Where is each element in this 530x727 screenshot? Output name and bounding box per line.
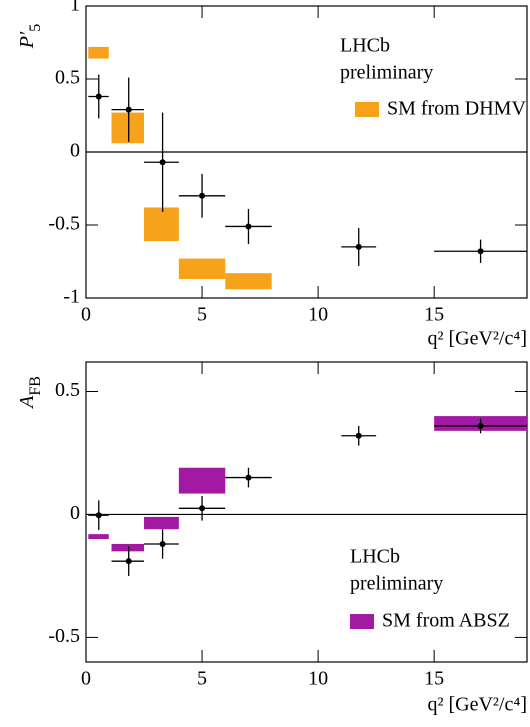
x-tick-label: 15 xyxy=(424,304,444,326)
annotation: preliminary xyxy=(340,62,433,84)
y-tick-label: 0.5 xyxy=(55,379,80,401)
data-point xyxy=(355,432,362,439)
data-point xyxy=(199,192,206,199)
y-tick-label: 0.5 xyxy=(55,67,80,89)
y-tick-label: 0 xyxy=(70,502,80,524)
x-tick-label: 5 xyxy=(197,668,207,690)
data-point xyxy=(477,248,484,255)
x-tick-label: 15 xyxy=(424,668,444,690)
data-point xyxy=(245,474,252,481)
sm-band xyxy=(225,273,272,290)
data-point xyxy=(199,505,206,512)
data-point xyxy=(245,223,252,230)
legend-label: SM from DHMV xyxy=(387,98,526,120)
sm-band xyxy=(88,534,109,540)
annotation: preliminary xyxy=(350,573,443,595)
sm-band xyxy=(88,46,109,59)
data-point xyxy=(125,558,132,565)
data-point xyxy=(159,159,166,166)
y-tick-label: 0 xyxy=(70,140,80,162)
y-axis-label: P′5 xyxy=(16,24,44,50)
sm-band xyxy=(144,516,179,530)
x-tick-label: 0 xyxy=(81,304,91,326)
y-label-sub: FB xyxy=(27,376,44,396)
sm-band xyxy=(144,207,179,242)
data-point xyxy=(477,422,484,429)
y-label-sub: 5 xyxy=(27,24,44,32)
y-tick-label: -0.5 xyxy=(48,213,80,235)
sm-band xyxy=(111,112,145,144)
annotation: LHCb xyxy=(350,546,400,568)
data-point xyxy=(125,106,132,113)
y-axis-label: AFB xyxy=(16,376,44,410)
y-label-main: P′ xyxy=(16,31,38,49)
data-point xyxy=(355,243,362,250)
x-axis-label: q² [GeV²/c⁴] xyxy=(428,328,527,350)
x-tick-label: 5 xyxy=(197,304,207,326)
y-tick-label: -0.5 xyxy=(48,625,80,647)
legend-swatch xyxy=(350,614,374,629)
y-tick-label: -1 xyxy=(63,286,80,308)
y-tick-label: 1 xyxy=(70,0,80,16)
y-label-main: A xyxy=(16,395,38,410)
sm-band xyxy=(178,258,226,280)
data-point xyxy=(95,93,102,100)
legend-swatch xyxy=(355,102,379,117)
sm-band xyxy=(111,543,145,552)
data-point xyxy=(95,512,102,519)
x-tick-label: 10 xyxy=(308,304,328,326)
legend-label: SM from ABSZ xyxy=(382,610,510,632)
plot-frame xyxy=(85,361,528,663)
data-point xyxy=(159,540,166,547)
annotation: LHCb xyxy=(340,35,390,57)
x-tick-label: 0 xyxy=(81,668,91,690)
x-tick-label: 10 xyxy=(308,668,328,690)
sm-band xyxy=(178,467,226,494)
x-axis-label: q² [GeV²/c⁴] xyxy=(428,694,527,716)
